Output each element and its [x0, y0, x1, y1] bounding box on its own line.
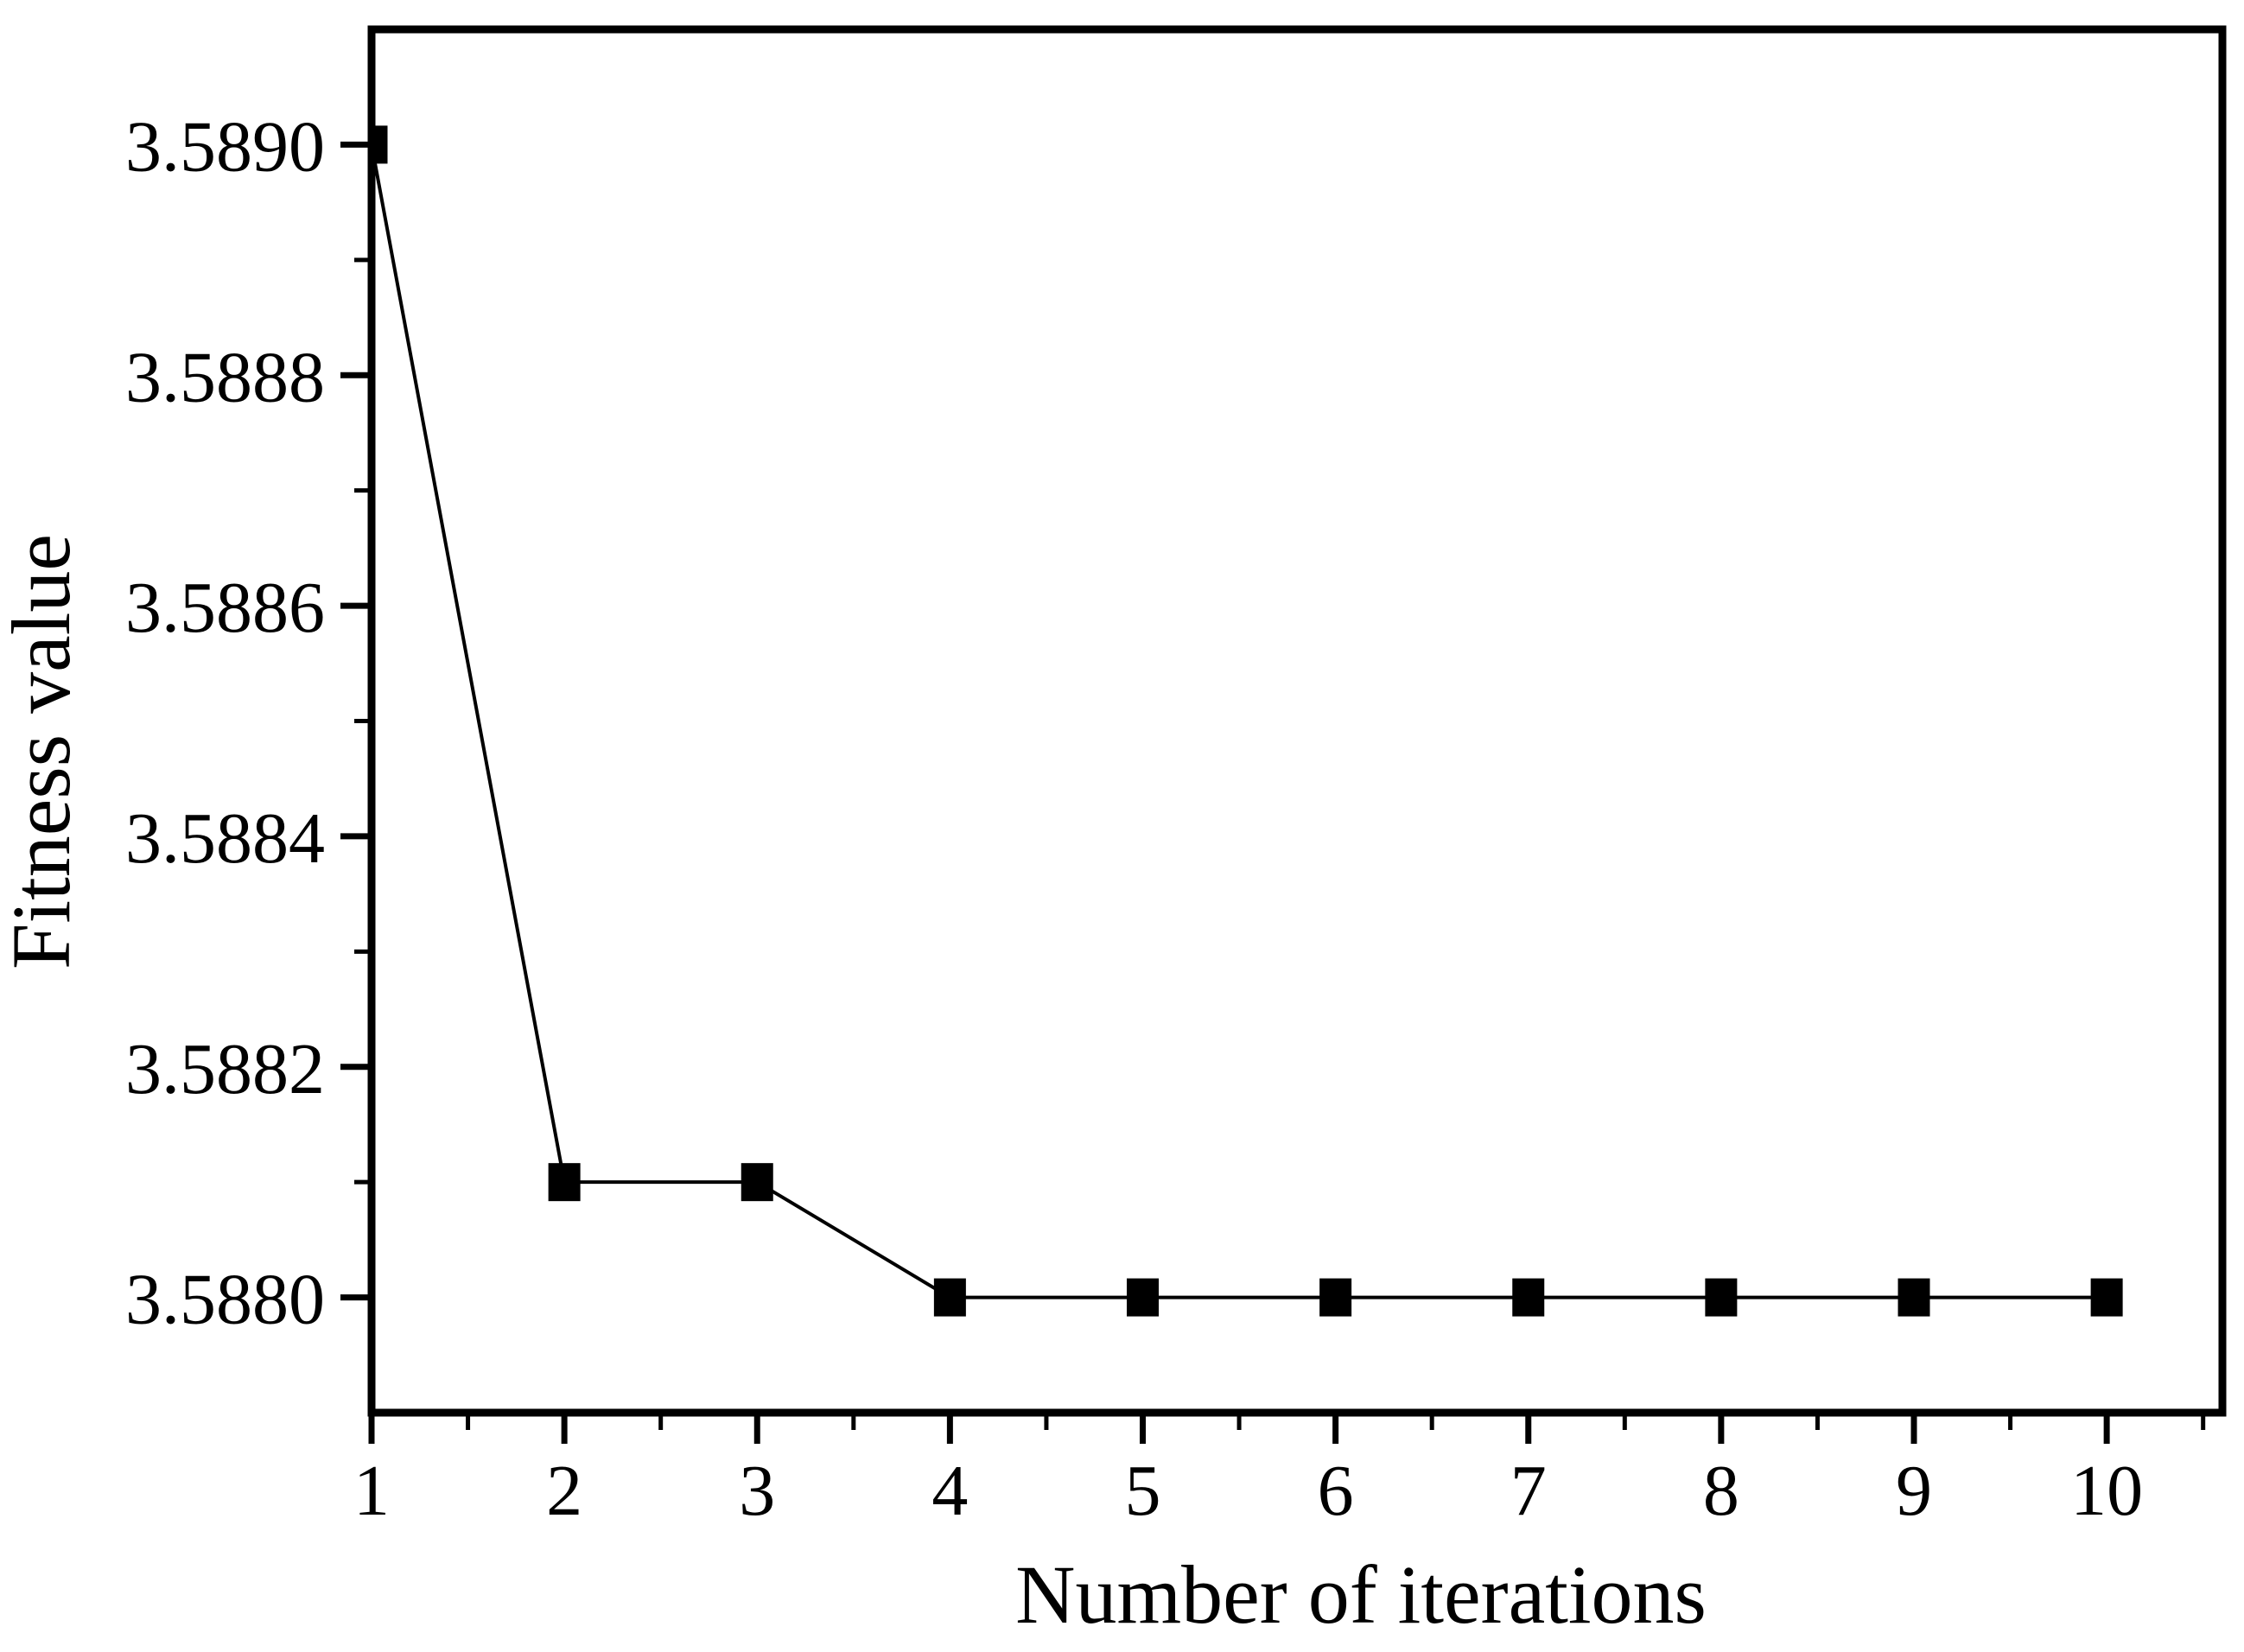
x-axis-title: Number of iterations: [1015, 1548, 1707, 1641]
x-tick-label: 3: [739, 1451, 775, 1531]
data-point-marker: [1319, 1278, 1352, 1317]
data-point-marker: [2090, 1278, 2123, 1317]
x-tick-label: 5: [1125, 1451, 1161, 1531]
y-axis-title: Fitness value: [0, 534, 87, 969]
axes-frame: [367, 25, 2227, 1417]
y-tick-label: 3.5884: [125, 798, 325, 879]
y-tick-label: 3.5890: [125, 106, 325, 187]
data-point-marker: [741, 1163, 773, 1202]
x-tick-label: 1: [353, 1451, 390, 1531]
x-tick-label: 4: [931, 1451, 968, 1531]
data-point-marker: [1898, 1278, 1930, 1317]
y-axis-tick-labels: 3.5880 3.5882 3.5884 3.5886 3.5888 3.5890: [125, 106, 325, 1339]
plot-area: 1 2 3 4 5 6 7 8 9 103.58803.58823.58843.58863.588…: [125, 25, 2227, 1531]
data-point-marker: [372, 125, 388, 164]
x-tick-label: 10: [2070, 1451, 2143, 1531]
x-tick-label: 8: [1703, 1451, 1739, 1531]
data-point-marker: [548, 1163, 581, 1202]
x-tick-label: 9: [1896, 1451, 1932, 1531]
y-tick-label: 3.5882: [125, 1029, 325, 1109]
data-point-marker: [933, 1278, 966, 1317]
x-axis-tick-labels: 1 2 3 4 5 6 7 8 9 10: [353, 1451, 2143, 1531]
series-line: [372, 144, 2107, 1299]
y-tick-label: 3.5888: [125, 337, 325, 417]
x-tick-label: 7: [1510, 1451, 1547, 1531]
series-fitness-curve: [372, 125, 2123, 1317]
x-tick-label: 6: [1318, 1451, 1354, 1531]
y-tick-label: 3.5886: [125, 568, 325, 648]
data-point-marker: [1705, 1278, 1738, 1317]
y-tick-label: 3.5880: [125, 1260, 325, 1340]
x-axis-ticks: [368, 1413, 2206, 1444]
data-point-marker: [1512, 1278, 1545, 1317]
x-tick-label: 2: [546, 1451, 582, 1531]
data-point-marker: [1127, 1278, 1159, 1317]
y-axis-ticks: [340, 141, 372, 1301]
